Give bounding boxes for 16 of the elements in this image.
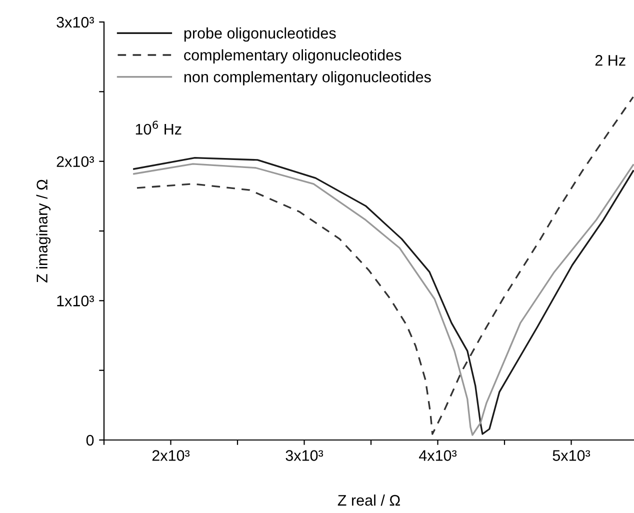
x-axis-title: Z real / Ω	[338, 494, 400, 506]
x-tick-label: 4x10³	[418, 450, 457, 461]
legend-label: non complementary oligonucleotides	[184, 71, 431, 86]
x-tick-label: 2x10³	[152, 450, 190, 461]
x-tick-label: 5x10³	[552, 450, 590, 461]
y-tick-label: 1x10³	[57, 296, 94, 306]
y-axis-title: Z imaginary / Ω	[36, 180, 51, 282]
legend-label: probe oligonucleotides	[184, 27, 336, 42]
x-tick-label: 3x10³	[286, 450, 324, 461]
annotation: 10$^{6}$ Hz	[136, 120, 182, 135]
y-tick-label: 2x10³	[56, 156, 94, 168]
y-tick-label: 3x10³	[56, 16, 94, 28]
legend-label: complementary oligonucleotides	[184, 49, 402, 64]
y-tick-label: 0	[86, 434, 94, 446]
annotation: 2 Hz	[595, 54, 626, 66]
line-series	[136, 96, 634, 435]
